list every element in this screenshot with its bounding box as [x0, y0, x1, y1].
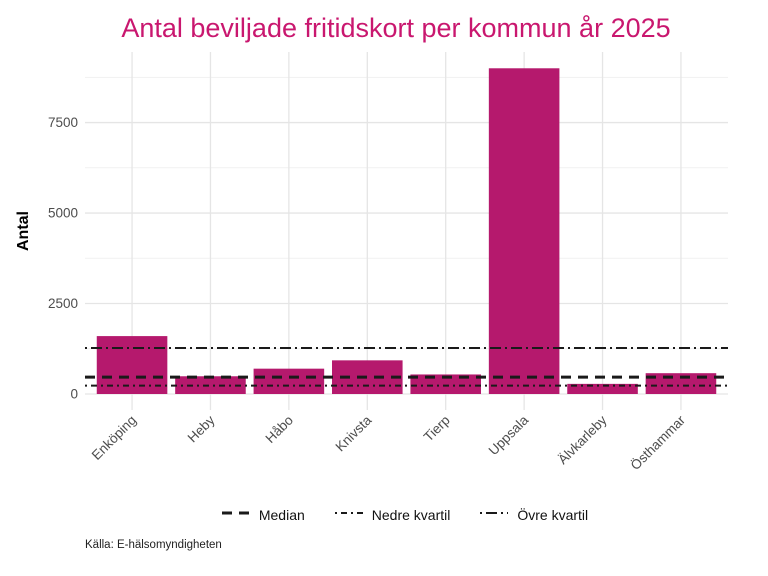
y-tick-label-7500: 7500	[48, 115, 78, 130]
x-tick-label-habo: Håbo	[263, 413, 296, 446]
median-line-key-icon	[221, 506, 250, 524]
source-caption: Källa: E-hälsomyndigheten	[85, 539, 222, 551]
legend-item-nedre-kvartil: Nedre kvartil	[334, 506, 451, 524]
lower-quartile-line-key-icon	[334, 506, 363, 524]
y-axis-title: Antal	[15, 211, 32, 251]
chart-title: Antal beviljade fritidskort per kommun å…	[121, 13, 671, 43]
x-tick-label-uppsala: Uppsala	[486, 412, 532, 458]
bar-enkoping	[96, 336, 168, 394]
y-tick-label-0: 0	[70, 387, 78, 402]
legend-label-nedre-kvartil: Nedre kvartil	[371, 507, 451, 523]
legend-label-median: Median	[258, 507, 305, 523]
upper-quartile-line-key-icon	[480, 506, 509, 524]
bar-habo	[253, 368, 325, 394]
x-tick-label-osthammar: Östhammar	[628, 412, 689, 473]
legend: Median Nedre kvartil Övre kvartil	[0, 506, 768, 524]
bar-heby	[175, 376, 246, 394]
legend-label-ovre-kvartil: Övre kvartil	[517, 507, 589, 523]
x-tick-label-knivsta: Knivsta	[332, 412, 374, 454]
x-tick-label-heby: Heby	[185, 412, 218, 445]
x-tick-label-tierp: Tierp	[421, 413, 453, 445]
bar-alvkarleby	[567, 383, 638, 394]
legend-item-ovre-kvartil: Övre kvartil	[480, 506, 588, 524]
bar-tierp	[410, 374, 481, 394]
legend-item-median: Median	[221, 506, 305, 524]
x-tick-label-alvkarleby: Älvkarleby	[555, 412, 610, 467]
x-tick-label-enkoping: Enköping	[89, 413, 139, 463]
y-tick-label-5000: 5000	[48, 206, 78, 221]
y-tick-label-2500: 2500	[48, 296, 78, 311]
bar-uppsala	[488, 68, 560, 395]
